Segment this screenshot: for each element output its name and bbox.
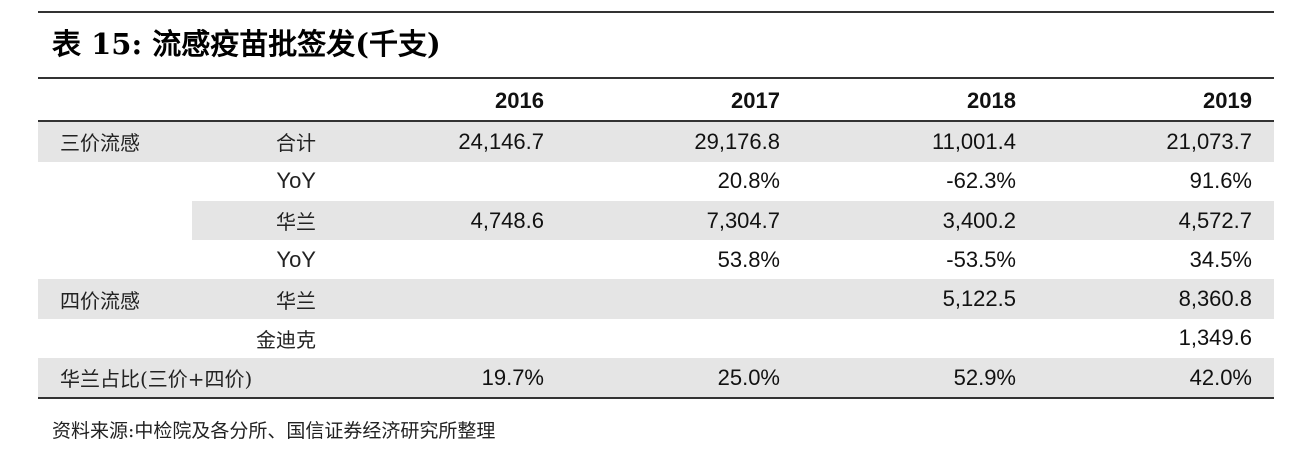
cell-2016: 4,748.6 — [330, 200, 566, 241]
title-rule — [38, 77, 1274, 79]
cell-2018: 11,001.4 — [802, 121, 1038, 162]
row-group-label: 华兰占比(三价+四价) — [38, 358, 330, 400]
row-group-label — [38, 162, 192, 201]
table-row: YoY 53.8% -53.5% 34.5% — [38, 240, 1274, 279]
cell-2019: 42.0% — [1038, 358, 1274, 400]
table-row: 三价流感 合计 24,146.7 29,176.8 11,001.4 21,07… — [38, 121, 1274, 162]
cell-2017: 29,176.8 — [566, 121, 802, 162]
row-group-label: 四价流感 — [38, 279, 192, 319]
cell-2018: 5,122.5 — [802, 279, 1038, 319]
table-row: 金迪克 1,349.6 — [38, 319, 1274, 358]
cell-2017: 7,304.7 — [566, 200, 802, 241]
header-blank-group — [38, 81, 192, 123]
table-row: 华兰占比(三价+四价) 19.7% 25.0% 52.9% 42.0% — [38, 358, 1274, 400]
header-row: 2016 2017 2018 2019 — [38, 81, 1274, 123]
top-rule — [38, 11, 1274, 13]
table-row: 四价流感 华兰 5,122.5 8,360.8 — [38, 279, 1274, 319]
cell-2017: 25.0% — [566, 358, 802, 400]
cell-2018: 3,400.2 — [802, 200, 1038, 241]
row-sub-label: YoY — [276, 168, 316, 194]
year-2016: 2016 — [330, 81, 566, 123]
cell-2016 — [330, 240, 566, 279]
row-group-label — [38, 240, 192, 279]
cell-2018: -53.5% — [946, 246, 1016, 272]
cell-2016 — [330, 319, 566, 358]
row-sub-label: 华兰 — [192, 279, 330, 319]
year-2017: 2017 — [566, 81, 802, 123]
cell-2017 — [566, 279, 802, 319]
row-sub-label: 金迪克 — [256, 327, 316, 352]
table-row: 华兰 4,748.6 7,304.7 3,400.2 4,572.7 — [38, 200, 1274, 241]
cell-2016: 24,146.7 — [330, 121, 566, 162]
cell-2019: 4,572.7 — [1038, 200, 1274, 241]
table-row: YoY 20.8% -62.3% 91.6% — [38, 162, 1274, 201]
row-sub-label: 合计 — [192, 121, 330, 162]
cell-2017: 20.8% — [717, 168, 780, 194]
cell-2019: 91.6% — [1189, 168, 1252, 194]
row-group-label — [38, 201, 192, 240]
cell-2019: 34.5% — [1189, 246, 1252, 272]
cell-2019: 21,073.7 — [1038, 121, 1274, 162]
header-blank-sub — [192, 81, 330, 123]
year-2019: 2019 — [1038, 81, 1274, 123]
cell-2016: 19.7% — [330, 358, 566, 400]
row-sub-label: YoY — [276, 246, 316, 272]
cell-2017 — [566, 319, 802, 358]
cell-2019: 8,360.8 — [1038, 279, 1274, 319]
row-sub-label: 华兰 — [192, 200, 330, 241]
row-group-label: 三价流感 — [38, 121, 192, 162]
cell-2019: 1,349.6 — [1178, 325, 1252, 351]
cell-2016 — [330, 162, 566, 201]
cell-2018: 52.9% — [802, 358, 1038, 400]
flu-vaccine-table: 2016 2017 2018 2019 三价流感 合计 24,146.7 29,… — [38, 81, 1274, 400]
cell-2017: 53.8% — [717, 246, 780, 272]
source-note: 资料来源:中检院及各分所、国信证券经济研究所整理 — [52, 420, 496, 442]
cell-2018: -62.3% — [946, 168, 1016, 194]
row-group-label — [38, 319, 192, 358]
cell-2016 — [330, 279, 566, 319]
table-title: 表 15: 流感疫苗批签发(千支) — [52, 27, 441, 61]
year-2018: 2018 — [802, 81, 1038, 123]
cell-2018 — [802, 319, 1038, 358]
